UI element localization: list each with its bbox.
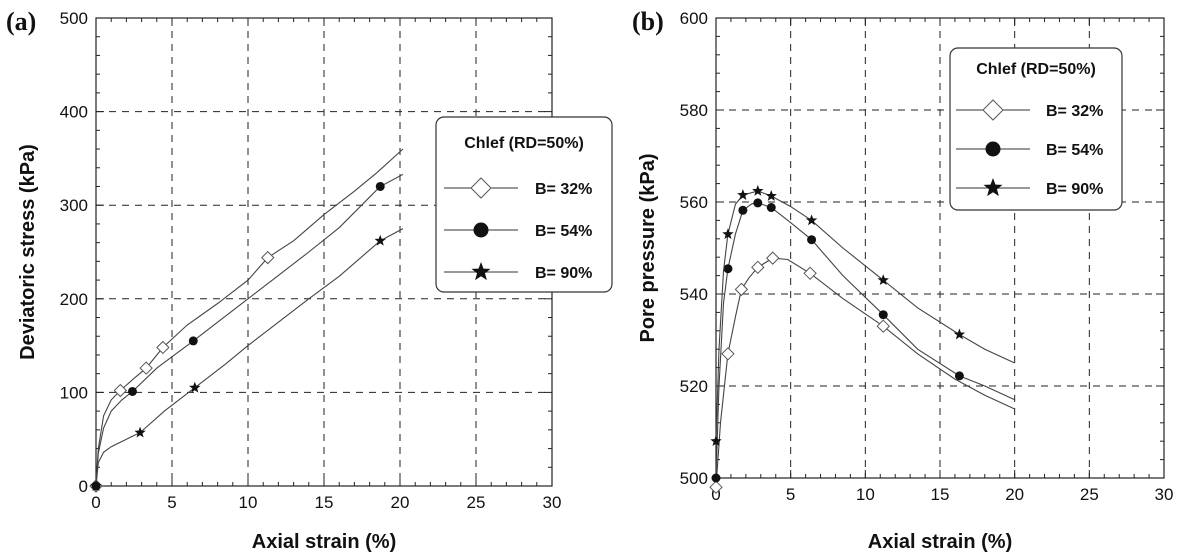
x-tick-label: 25 xyxy=(1080,485,1099,504)
x-axis-title: Axial strain (%) xyxy=(868,531,1012,553)
y-tick-label: 200 xyxy=(60,290,88,309)
plot-frame xyxy=(715,17,1165,479)
data-point-diamond xyxy=(139,361,153,375)
data-point-circle xyxy=(127,386,137,396)
legend-marker-diamond xyxy=(470,177,492,199)
legend-label: B= 32% xyxy=(535,181,592,198)
data-point-star xyxy=(722,228,734,240)
legend: Chlef (RD=50%) B= 32% B= 54% B= 90% xyxy=(435,116,613,293)
y-axis-title: Deviatoric stress (kPa) xyxy=(17,144,39,360)
y-tick-label: 600 xyxy=(680,9,708,28)
data-point-diamond xyxy=(721,347,735,361)
legend-title: Chlef (RD=50%) xyxy=(976,61,1096,78)
series-star xyxy=(90,228,404,491)
legend-box xyxy=(435,116,613,293)
legend-marker-circle xyxy=(473,222,489,238)
legend-marker-circle xyxy=(985,141,1001,157)
x-tick-label: 10 xyxy=(239,493,258,512)
data-point-circle xyxy=(723,264,733,274)
x-tick-label: 20 xyxy=(391,493,410,512)
panel-b: (b) 0 5 10 15 20 25 30 500 520 540 560 580 600 Axial s… xyxy=(632,7,1173,553)
data-point-star xyxy=(710,435,722,447)
legend-label: B= 90% xyxy=(535,265,592,282)
data-point-diamond xyxy=(803,266,817,281)
x-tick-label: 10 xyxy=(856,485,875,504)
x-tick-label: 5 xyxy=(167,493,176,512)
data-point-diamond xyxy=(751,260,765,275)
x-tick-label: 15 xyxy=(931,485,950,504)
data-point-circle xyxy=(711,473,721,483)
x-tick-label: 0 xyxy=(711,485,720,504)
data-point-circle xyxy=(753,198,763,208)
series-diamond xyxy=(709,251,1015,494)
data-point-star xyxy=(189,381,201,393)
x-tick-label: 15 xyxy=(315,493,334,512)
data-point-diamond xyxy=(156,340,170,355)
data-point-star xyxy=(737,189,749,200)
data-point-circle xyxy=(807,235,817,245)
y-tick-label: 540 xyxy=(680,285,708,304)
legend-title: Chlef (RD=50%) xyxy=(464,135,584,152)
series-star xyxy=(710,184,1015,447)
data-point-diamond xyxy=(261,250,275,265)
data-point-star xyxy=(877,274,889,286)
legend-marker-star xyxy=(983,178,1003,197)
y-tick-label: 500 xyxy=(680,469,708,488)
y-tick-label: 580 xyxy=(680,101,708,120)
data-point-star xyxy=(805,214,818,226)
series-line xyxy=(715,257,1015,488)
data-point-circle xyxy=(188,336,198,346)
data-point-star xyxy=(134,426,146,438)
y-tick-label: 520 xyxy=(680,377,708,396)
legend: Chlef (RD=50%) B= 32% B= 54% B= 90% xyxy=(949,47,1123,211)
legend-box xyxy=(949,47,1123,211)
x-tick-label: 20 xyxy=(1005,485,1024,504)
data-point-diamond xyxy=(113,383,128,398)
data-point-diamond xyxy=(709,480,723,494)
panel-label: (b) xyxy=(632,7,664,36)
data-point-star xyxy=(374,234,386,246)
y-tick-label: 500 xyxy=(60,9,88,28)
series-line xyxy=(95,148,404,487)
legend-label: B= 54% xyxy=(1046,142,1103,159)
x-tick-label: 0 xyxy=(91,493,100,512)
legend-label: B= 54% xyxy=(535,223,592,240)
x-tick-label: 30 xyxy=(1155,485,1174,504)
data-point-circle xyxy=(738,205,748,215)
y-tick-label: 100 xyxy=(60,383,88,402)
y-axis-title: Pore pressure (kPa) xyxy=(637,154,659,343)
x-tick-label: 25 xyxy=(467,493,486,512)
data-point-circle xyxy=(375,181,385,191)
panel-label: (a) xyxy=(6,7,36,36)
legend-marker-star xyxy=(471,262,491,281)
x-tick-label: 30 xyxy=(543,493,562,512)
data-point-circle xyxy=(766,203,776,213)
data-point-circle xyxy=(954,371,964,381)
series-diamond xyxy=(89,148,404,493)
x-axis-title: Axial strain (%) xyxy=(252,531,396,553)
series-line xyxy=(715,190,1015,442)
legend-label: B= 32% xyxy=(1046,103,1103,120)
y-tick-label: 560 xyxy=(680,193,708,212)
series-circle xyxy=(711,198,1015,483)
data-point-star xyxy=(953,328,966,340)
legend-marker-diamond xyxy=(982,99,1004,121)
data-point-circle xyxy=(878,310,888,320)
data-point-diamond xyxy=(876,319,890,333)
data-point-diamond xyxy=(766,251,780,265)
data-point-star xyxy=(90,480,102,491)
y-tick-label: 0 xyxy=(79,477,88,496)
legend-label: B= 90% xyxy=(1046,181,1103,198)
data-point-diamond xyxy=(734,282,749,297)
x-tick-label: 5 xyxy=(786,485,795,504)
data-point-star xyxy=(765,190,777,201)
y-tick-label: 300 xyxy=(60,196,88,215)
y-tick-label: 400 xyxy=(60,103,88,122)
data-point-star xyxy=(752,184,764,196)
